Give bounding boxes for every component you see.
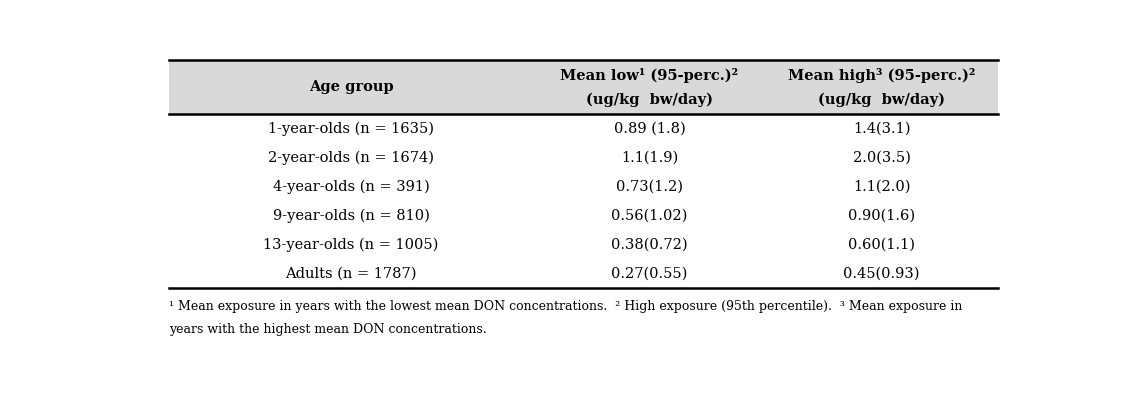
Text: 1.4(3.1): 1.4(3.1) — [852, 122, 910, 136]
Text: 9-year-olds (n = 810): 9-year-olds (n = 810) — [273, 208, 429, 223]
Text: 0.56(1.02): 0.56(1.02) — [611, 209, 687, 222]
Text: 0.60(1.1): 0.60(1.1) — [848, 237, 915, 251]
Text: 2-year-olds (n = 1674): 2-year-olds (n = 1674) — [269, 150, 434, 165]
Text: ¹ Mean exposure in years with the lowest mean DON concentrations.  ² High exposu: ¹ Mean exposure in years with the lowest… — [168, 300, 962, 313]
Text: Mean low¹ (95-perc.)²: Mean low¹ (95-perc.)² — [561, 68, 739, 83]
Text: Adults (n = 1787): Adults (n = 1787) — [286, 266, 417, 280]
Text: 0.27(0.55): 0.27(0.55) — [611, 266, 687, 280]
Text: 4-year-olds (n = 391): 4-year-olds (n = 391) — [273, 179, 429, 194]
Text: 1.1(2.0): 1.1(2.0) — [852, 180, 910, 194]
Text: Age group: Age group — [308, 80, 394, 94]
Text: (ug/kg  bw/day): (ug/kg bw/day) — [586, 92, 714, 107]
Text: 0.38(0.72): 0.38(0.72) — [611, 237, 687, 251]
Text: 2.0(3.5): 2.0(3.5) — [852, 150, 910, 165]
Text: 0.73(1.2): 0.73(1.2) — [616, 180, 683, 194]
Bar — [168, 60, 998, 114]
Text: (ug/kg  bw/day): (ug/kg bw/day) — [818, 92, 946, 107]
Text: 0.90(1.6): 0.90(1.6) — [848, 209, 915, 222]
Text: Mean high³ (95-perc.)²: Mean high³ (95-perc.)² — [787, 68, 975, 83]
Text: years with the highest mean DON concentrations.: years with the highest mean DON concentr… — [168, 323, 486, 336]
Text: 0.45(0.93): 0.45(0.93) — [843, 266, 920, 280]
Text: 13-year-olds (n = 1005): 13-year-olds (n = 1005) — [263, 237, 439, 252]
Text: 1.1(1.9): 1.1(1.9) — [621, 150, 678, 165]
Text: 0.89 (1.8): 0.89 (1.8) — [613, 122, 685, 136]
Text: 1-year-olds (n = 1635): 1-year-olds (n = 1635) — [269, 122, 434, 136]
